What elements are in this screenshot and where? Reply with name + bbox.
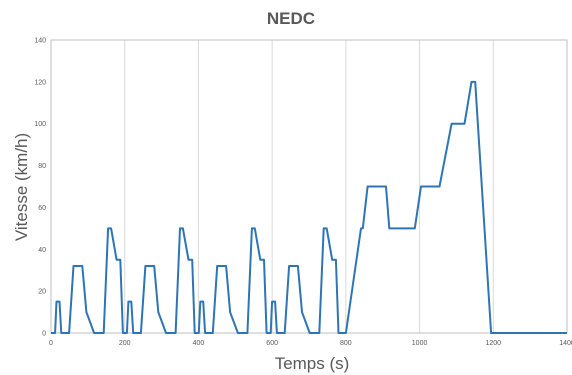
x-tick-label: 1000 (412, 340, 428, 347)
x-axis-label: Temps (s) (275, 354, 350, 373)
x-tick-label: 1200 (485, 340, 501, 347)
y-axis-ticks: 0 20 40 60 80 100 120 140 (34, 38, 46, 338)
x-tick-label: 800 (340, 340, 352, 347)
y-tick-label: 60 (38, 205, 46, 212)
x-tick-label: 600 (266, 340, 278, 347)
x-tick-label: 400 (193, 340, 205, 347)
x-tick-label: 200 (119, 340, 131, 347)
x-tick-label: 0 (49, 340, 53, 347)
series-line (51, 80, 567, 334)
y-tick-label: 0 (42, 331, 46, 338)
y-tick-label: 80 (38, 163, 46, 170)
grid-lines (124, 40, 494, 333)
chart-title: NEDC (267, 9, 315, 28)
y-axis-label: Vitesse (km/h) (12, 133, 31, 241)
y-tick-label: 140 (34, 38, 46, 45)
y-tick-label: 40 (38, 247, 46, 254)
y-tick-label: 100 (34, 121, 46, 128)
y-tick-label: 20 (38, 289, 46, 296)
plot-area (50, 39, 568, 334)
y-tick-label: 120 (34, 79, 46, 86)
